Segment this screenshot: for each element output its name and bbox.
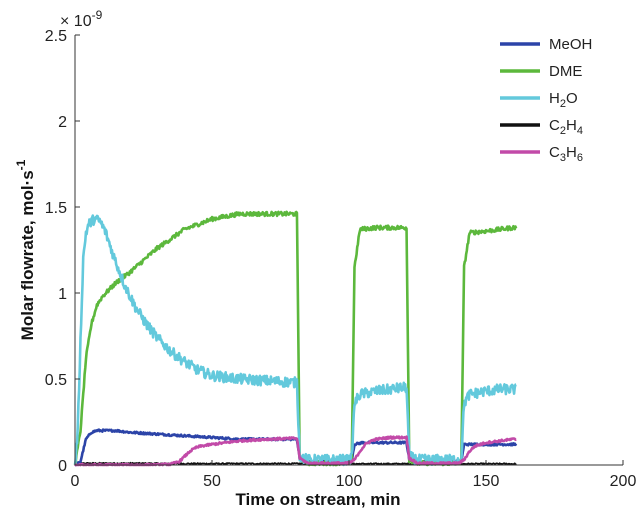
legend-label-c3h6: C3H6	[549, 144, 583, 164]
y-multiplier-base: × 10	[60, 13, 92, 30]
y-tick-label: 2.5	[45, 28, 67, 45]
legend-label-part: H	[566, 117, 577, 134]
x-ticks: 0 50 100 150 200	[71, 460, 637, 490]
legend-label-dme: DME	[549, 63, 582, 80]
legend-label-subscript: 4	[577, 125, 583, 137]
legend-label-subscript: 2	[560, 125, 566, 137]
x-tick-label: 200	[610, 473, 637, 490]
y-axis-title: Molar flowrate, mol·s-1	[14, 159, 37, 340]
y-tick-label: 2	[58, 114, 67, 131]
y-axis-title-superscript: -1	[14, 159, 28, 170]
x-tick-label: 0	[71, 473, 80, 490]
legend-label-meoh: MeOH	[549, 36, 592, 53]
legend-label-part: H	[566, 144, 577, 161]
legend-label-subscript: 6	[577, 152, 583, 164]
legend-label-c2h4: C2H4	[549, 117, 583, 137]
y-axis-title-main: Molar flowrate, mol·s	[18, 170, 37, 340]
legend-label-part: O	[566, 90, 578, 107]
x-axis-title: Time on stream, min	[235, 490, 400, 509]
legend-label-subscript: 2	[560, 98, 566, 110]
legend-label-subscript: 3	[560, 152, 566, 164]
x-tick-label: 100	[336, 473, 363, 490]
y-multiplier-exponent: -9	[92, 8, 103, 22]
y-tick-label: 0	[58, 458, 67, 475]
y-multiplier-label: × 10-9	[60, 8, 103, 30]
legend-label-h2o: H2O	[549, 90, 578, 110]
y-tick-label: 0.5	[45, 372, 67, 389]
legend-label-part: C	[549, 144, 560, 161]
y-tick-label: 1.5	[45, 200, 67, 217]
legend-label-part: H	[549, 90, 560, 107]
x-tick-label: 50	[203, 473, 221, 490]
legend-label-part: MeOH	[549, 36, 592, 53]
x-tick-label: 150	[473, 473, 500, 490]
legend-label-part: C	[549, 117, 560, 134]
legend-label-part: DME	[549, 63, 582, 80]
y-ticks: 0 0.5 1 1.5 2 2.5	[45, 28, 80, 475]
y-tick-label: 1	[58, 286, 67, 303]
